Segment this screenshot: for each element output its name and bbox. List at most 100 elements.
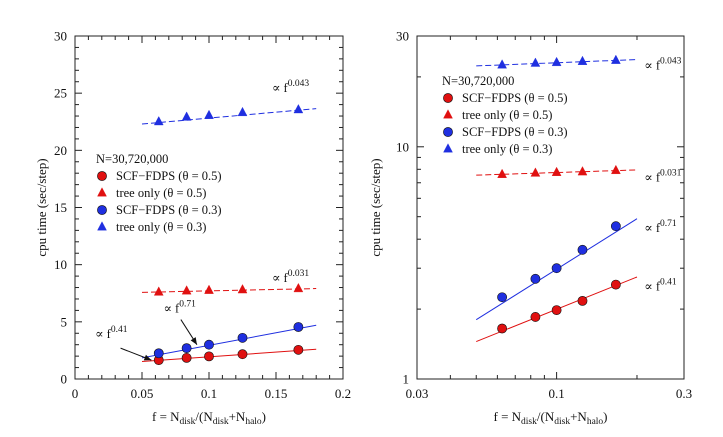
legend-title: N=30,720,000 [96, 152, 168, 166]
annotation-exponent: 0.71 [179, 300, 196, 310]
annotation-exponent: 0.031 [660, 168, 682, 178]
annotation-text: ∝ f [644, 170, 661, 184]
x-tick-label: 0.2 [335, 386, 351, 401]
power-law-annotation: ∝ f0.031 [644, 168, 681, 184]
data-point [530, 57, 541, 67]
x-axis-label: f = Ndisk​/(Ndisk​+Nhalo​) [152, 409, 266, 427]
data-point [153, 286, 164, 296]
annotation-text: ∝ f [272, 271, 289, 285]
chart-left: 0 0.05 0.1 0.15 0.2 0 5 10 15 20 25 30 cpu time (sec… [34, 29, 351, 428]
x-axis-label-part: +N [229, 409, 246, 424]
data-point [610, 221, 621, 232]
series-2 [497, 221, 621, 303]
fit-line [141, 324, 317, 359]
x-axis-label-part: disk [521, 417, 537, 427]
x-axis-label-part: f = N [152, 409, 180, 424]
plot-frame [416, 35, 685, 380]
series-1 [497, 164, 621, 178]
data-point [497, 323, 508, 334]
x-axis-label-part: +N [570, 409, 587, 424]
power-law-annotation: ∝ f0.031 [272, 269, 309, 285]
annotation-exponent: 0.41 [111, 325, 128, 335]
y-tick-label: 30 [54, 29, 67, 44]
data-point [204, 351, 214, 362]
data-point [530, 167, 541, 177]
x-tick-label: 0.1 [548, 386, 564, 401]
y-tick-label: 20 [54, 143, 67, 158]
power-law-annotation: ∝ f0.41 [95, 325, 128, 341]
data-point [237, 284, 248, 294]
x-tick-label: 0 [72, 386, 79, 401]
data-point [181, 111, 192, 121]
legend: N=30,720,000 SCF−FDPS (θ = 0.5) tree only … [442, 74, 568, 156]
data-point [611, 164, 621, 174]
annotation-text: ∝ f [95, 327, 112, 341]
x-tick-label: 0.1 [201, 386, 217, 401]
data-point [237, 106, 248, 117]
annotation-text: ∝ f [644, 59, 661, 73]
legend-label: SCF−FDPS (θ = 0.3) [116, 203, 222, 217]
data-point [551, 56, 562, 67]
data-point [293, 104, 304, 114]
power-law-annotation: ∝ f0.71 [163, 300, 196, 316]
fit-line [141, 348, 317, 363]
data-point [551, 263, 562, 274]
y-tick-label: 30 [396, 29, 409, 44]
data-point [181, 285, 192, 295]
legend-label: tree only (θ = 0.5) [462, 108, 552, 122]
tick-marks [74, 35, 344, 380]
legend-marker [97, 187, 107, 197]
power-law-annotation: ∝ f0.043 [272, 79, 309, 95]
x-axis-label-part: /(N [195, 409, 213, 424]
y-tick-label: 15 [54, 200, 67, 215]
annotation-exponent: 0.71 [660, 219, 677, 229]
annotation-text: ∝ f [644, 280, 661, 294]
data-point [551, 166, 562, 176]
data-point [204, 339, 214, 350]
legend-label: tree only (θ = 0.3) [462, 142, 552, 156]
x-axis-label-part: ) [262, 409, 266, 424]
data-point [530, 312, 541, 322]
y-axis-label: cpu time (sec/step) [34, 158, 49, 256]
data-point [577, 55, 588, 65]
fit-line [141, 108, 317, 125]
series-3 [497, 54, 621, 69]
data-point [153, 348, 164, 359]
annotation-exponent: 0.043 [660, 57, 682, 67]
y-tick-label: 5 [61, 314, 68, 329]
y-tick-label: 1 [403, 372, 410, 387]
legend-label: SCF−FDPS (θ = 0.5) [116, 169, 222, 183]
arrow-head [190, 337, 197, 345]
data-point [497, 59, 507, 69]
series-0 [153, 344, 304, 366]
power-law-annotation: ∝ f0.41 [644, 278, 677, 294]
tick-marks [416, 35, 685, 380]
legend-marker [443, 109, 453, 119]
y-tick-label: 25 [54, 86, 67, 101]
data-point [611, 54, 621, 64]
y-tick-label: 0 [61, 372, 68, 387]
legend-title: N=30,720,000 [442, 74, 514, 88]
annotation-text: ∝ f [272, 81, 289, 95]
y-tick-label: 10 [54, 257, 67, 272]
data-point [293, 344, 304, 355]
legend: N=30,720,000 SCF−FDPS (θ = 0.5) tree only … [96, 152, 222, 234]
x-axis-label-part: disk [554, 417, 570, 427]
data-point [204, 109, 214, 119]
data-point [204, 284, 214, 294]
data-point [497, 168, 507, 178]
x-axis-label-part: halo [587, 417, 604, 427]
data-point [497, 292, 508, 303]
legend-marker [97, 221, 107, 231]
data-point [181, 343, 192, 354]
annotation-exponent: 0.043 [288, 79, 310, 89]
data-point [551, 305, 562, 316]
legend-marker [443, 93, 453, 103]
series-0 [497, 279, 621, 334]
data-point [577, 166, 588, 176]
legend-label: tree only (θ = 0.5) [116, 186, 206, 200]
legend-label: SCF−FDPS (θ = 0.5) [462, 91, 568, 105]
legend-marker [97, 205, 107, 215]
annotation-text: ∝ f [163, 302, 180, 316]
